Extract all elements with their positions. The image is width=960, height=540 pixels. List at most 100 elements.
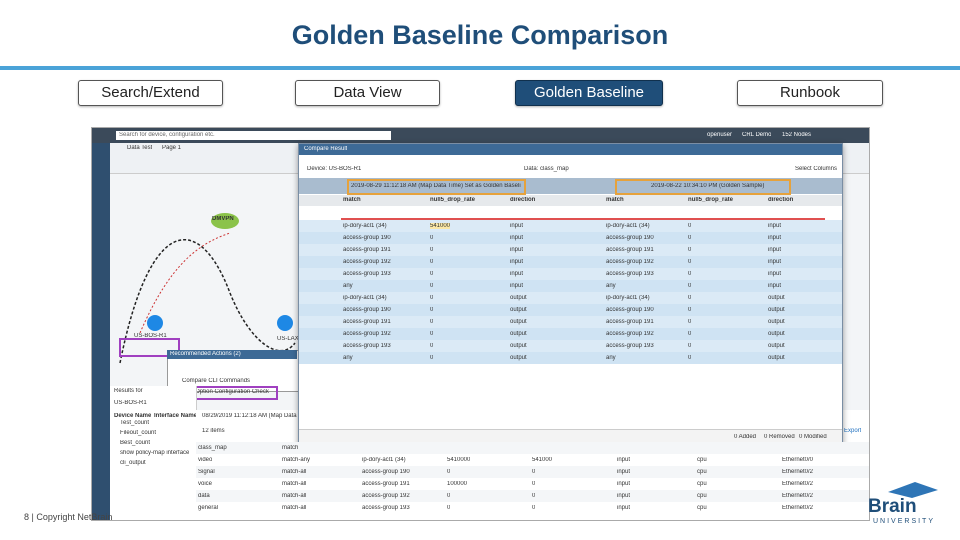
row-bg bbox=[299, 268, 842, 280]
bg-cell: match-all bbox=[282, 481, 307, 487]
bg-cell: cpu bbox=[697, 481, 707, 487]
row-bg bbox=[299, 352, 842, 364]
row-bg bbox=[299, 292, 842, 304]
map-link bbox=[139, 232, 231, 334]
row-bg bbox=[299, 280, 842, 292]
bg-row bbox=[196, 490, 869, 502]
bg-cell: Ethernet0/2 bbox=[782, 469, 814, 475]
bg-cell: video bbox=[198, 457, 213, 463]
footer: 8 | Copyright NetBrain bbox=[24, 512, 113, 522]
column-title: null5_drop_rate bbox=[430, 197, 476, 203]
bg-cell: Signal bbox=[198, 469, 215, 475]
highlight-box bbox=[347, 179, 526, 195]
cell: output bbox=[510, 319, 527, 325]
dialog-data: Data: class_map bbox=[524, 166, 569, 172]
cell: input bbox=[768, 235, 782, 241]
cell: input bbox=[768, 283, 782, 289]
bg-cell: ip-dory-acl1 (34) bbox=[362, 457, 406, 463]
dialog-title: Compare Result bbox=[304, 146, 348, 152]
cell: any bbox=[343, 355, 353, 361]
tab-button[interactable]: Data View bbox=[295, 80, 440, 106]
bg-cell: 0 bbox=[447, 493, 451, 499]
cell: 0 bbox=[688, 259, 692, 265]
bg-cell: access-group 190 bbox=[362, 469, 410, 475]
bg-cell: 100000 bbox=[447, 481, 468, 487]
tree-item[interactable]: Fileout_count bbox=[120, 430, 157, 436]
tree-item[interactable]: US-BOS-R1 bbox=[114, 400, 147, 406]
tree-item[interactable]: Best_count bbox=[120, 440, 151, 446]
cell: 0 bbox=[688, 271, 692, 277]
cell: 0 bbox=[430, 319, 434, 325]
action-item[interactable]: ACL Option Configuration Check bbox=[182, 389, 269, 395]
logo-brand: Brain bbox=[868, 496, 917, 517]
cell: input bbox=[510, 247, 524, 253]
cell: 541000 bbox=[430, 223, 451, 229]
cell: access-group 192 bbox=[343, 331, 391, 337]
row-bg bbox=[299, 304, 842, 316]
cell: input bbox=[510, 283, 524, 289]
cell: 0 bbox=[430, 295, 434, 301]
cell: 0 bbox=[688, 319, 692, 325]
bg-cell: general bbox=[198, 505, 219, 511]
tab-button[interactable]: Golden Baseline bbox=[515, 80, 663, 106]
cell: input bbox=[768, 223, 782, 229]
map-node-label: US-BOS-R1 bbox=[134, 333, 167, 339]
column-title: match bbox=[343, 197, 361, 203]
bg-cell: match-all bbox=[282, 493, 307, 499]
background-count: 12 items bbox=[202, 428, 225, 434]
export-link[interactable]: Export bbox=[844, 428, 862, 434]
bg-cell: 5410000 bbox=[447, 457, 471, 463]
screenshot: Search for device, configuration etc. op… bbox=[91, 127, 870, 521]
logo-cap bbox=[888, 482, 938, 498]
results-tree bbox=[110, 386, 197, 520]
tab-button[interactable]: Runbook bbox=[737, 80, 883, 106]
tree-item[interactable]: show policy-map interface bbox=[120, 450, 190, 456]
cell: 0 bbox=[430, 247, 434, 253]
bg-cell: access-group 191 bbox=[362, 481, 410, 487]
row-bg bbox=[299, 328, 842, 340]
bg-cell: input bbox=[617, 505, 631, 511]
cell: any bbox=[606, 355, 616, 361]
bg-cell: 0 bbox=[447, 469, 451, 475]
bg-cell: 0 bbox=[532, 469, 536, 475]
nodes-count: 152 Nodes bbox=[782, 132, 812, 138]
bg-cell: 0 bbox=[532, 481, 536, 487]
map-router bbox=[147, 315, 163, 331]
domain-name: CRL Demo bbox=[742, 132, 772, 138]
bg-cell: 541000 bbox=[532, 457, 553, 463]
cell: output bbox=[510, 307, 527, 313]
search-placeholder: Search for device, configuration etc. bbox=[119, 132, 215, 138]
legend-item: 0 Removed bbox=[764, 434, 795, 440]
bg-row bbox=[196, 466, 869, 478]
cell: access-group 190 bbox=[343, 235, 391, 241]
cell: 0 bbox=[430, 331, 434, 337]
action-item[interactable]: Compare CLI Commands bbox=[182, 378, 251, 384]
bg-cell: input bbox=[617, 493, 631, 499]
cell: input bbox=[510, 235, 524, 241]
cell: input bbox=[768, 259, 782, 265]
cell: 0 bbox=[430, 343, 434, 349]
tree-item[interactable]: cli_output bbox=[120, 460, 146, 466]
cell: output bbox=[768, 343, 785, 349]
bg-cell: input bbox=[617, 481, 631, 487]
search-box[interactable] bbox=[116, 131, 391, 140]
time-bar bbox=[299, 178, 842, 194]
right-time: 2019-08-22 10:34:10 PM (Golden Sample) bbox=[651, 183, 765, 189]
legend-item: 0 Modified bbox=[799, 434, 827, 440]
cell: access-group 190 bbox=[343, 307, 391, 313]
cell: output bbox=[768, 355, 785, 361]
bg-cell: class_map bbox=[198, 445, 227, 451]
tab-button[interactable]: Search/Extend bbox=[78, 80, 223, 106]
row-bg bbox=[299, 316, 842, 328]
cell: access-group 190 bbox=[606, 235, 654, 241]
bg-cell: 0 bbox=[447, 505, 451, 511]
bg-row bbox=[196, 478, 869, 490]
slide-title: Golden Baseline Comparison bbox=[291, 20, 669, 50]
cell: access-group 192 bbox=[343, 259, 391, 265]
cell: any bbox=[606, 283, 616, 289]
tree-item[interactable]: Test_count bbox=[120, 420, 150, 426]
select-columns[interactable]: Select Columns bbox=[795, 166, 838, 172]
cell: 0 bbox=[430, 235, 434, 241]
bg-cell: cpu bbox=[697, 457, 707, 463]
